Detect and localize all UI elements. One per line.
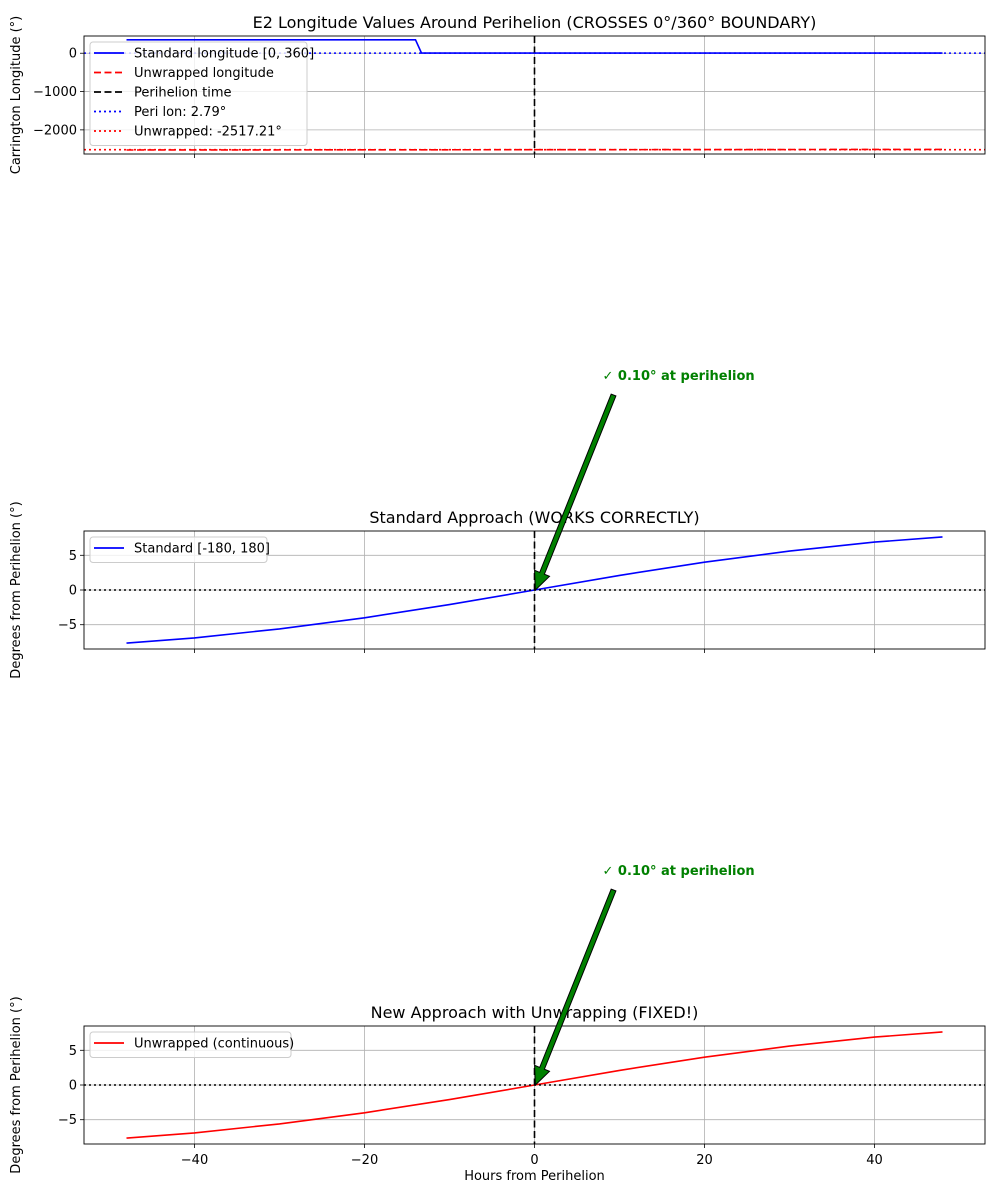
axes-frame (83, 1025, 986, 1145)
legend-label: Standard [-180, 180] (134, 542, 270, 557)
annotation-text: ✓ 0.10° at perihelion (603, 369, 755, 384)
legend-box (89, 1031, 292, 1058)
annotation: ✓ 0.10° at perihelion (534, 864, 755, 1087)
legend: Standard longitude [0, 360] Unwrapped lon… (89, 41, 314, 146)
panel-1: 0 −1000 −2000 E2 Longitude Values Around Pe… (9, 13, 986, 174)
panel-2: 5 0 −5 Standard Approach (WORKS CORRECTLY) D… (9, 369, 986, 679)
plot-area (84, 1026, 985, 1144)
legend: Unwrapped (continuous) (89, 1031, 294, 1058)
chart-title: New Approach with Unwrapping (FIXED!) (371, 1003, 699, 1022)
y-tick-label: 0 (69, 1079, 77, 1094)
x-tick-label: −40 (181, 1153, 208, 1168)
legend-box (89, 41, 308, 146)
y-tick-label: −2000 (33, 123, 77, 138)
y-tick-label: 0 (69, 584, 77, 599)
y-tick-label: −1000 (33, 85, 77, 100)
y-tick-label: 5 (69, 1044, 77, 1059)
legend-label: Unwrapped longitude (134, 66, 274, 81)
series-line (126, 38, 943, 54)
legend-label: Standard longitude [0, 360] (134, 47, 314, 62)
y-axis-label: Degrees from Perihelion (°) (9, 501, 24, 678)
legend-label: Peri lon: 2.79° (134, 105, 226, 120)
legend-box (89, 536, 268, 563)
annotation-arrow (534, 888, 617, 1087)
x-tick-label: 20 (696, 1153, 713, 1168)
y-tick-label: −5 (58, 618, 77, 633)
axes-frame (83, 35, 986, 155)
y-tick-label: 5 (69, 549, 77, 564)
x-axis-label: Hours from Perihelion (464, 1169, 605, 1184)
x-tick-label: 40 (866, 1153, 883, 1168)
annotation-text: ✓ 0.10° at perihelion (603, 864, 755, 879)
x-tick-label: 0 (530, 1153, 538, 1168)
chart-title: E2 Longitude Values Around Perihelion (C… (253, 13, 817, 32)
plot-area (84, 531, 985, 649)
y-axis-label: Degrees from Perihelion (°) (9, 996, 24, 1173)
panel-3: 5 0 −5 −40 −20 0 20 40 New Approach with Unwrapp… (9, 864, 986, 1184)
annotation-arrow (534, 393, 617, 592)
y-tick-label: −5 (58, 1113, 77, 1128)
legend-label: Unwrapped (continuous) (134, 1037, 294, 1052)
legend-label: Unwrapped: -2517.21° (134, 125, 282, 140)
axes-frame (83, 530, 986, 650)
legend-label: Perihelion time (134, 86, 232, 101)
x-tick-label: −20 (351, 1153, 378, 1168)
legend: Standard [-180, 180] (89, 536, 270, 563)
chart-title: Standard Approach (WORKS CORRECTLY) (369, 508, 699, 527)
y-tick-label: 0 (69, 47, 77, 62)
annotation: ✓ 0.10° at perihelion (534, 369, 755, 592)
y-axis-label: Carrington Longitude (°) (9, 16, 24, 174)
